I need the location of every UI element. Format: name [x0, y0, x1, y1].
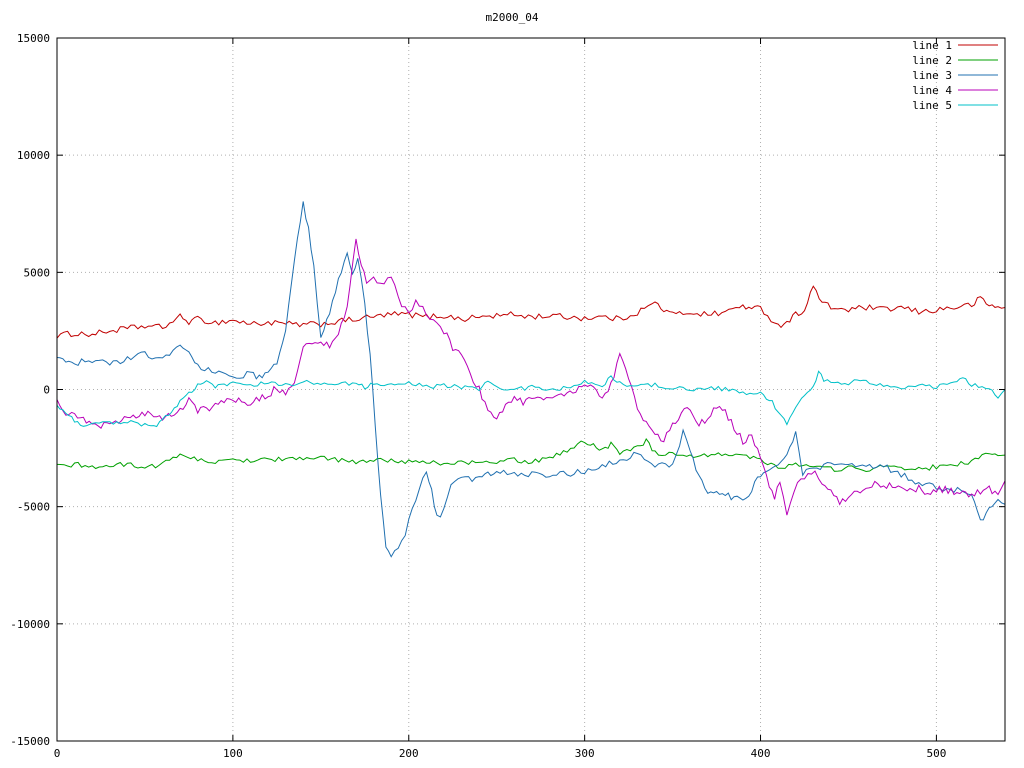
y-tick-label: 0 — [43, 384, 50, 397]
tick-marks — [56, 37, 1005, 742]
series-line-1 — [57, 285, 1005, 339]
series-line-5 — [57, 370, 1005, 428]
x-tick-label: 300 — [575, 747, 595, 760]
plot-frame — [56, 37, 1006, 742]
y-tick-label: 10000 — [17, 149, 50, 162]
x-tick-label: 100 — [223, 747, 243, 760]
legend-label: line 1 — [912, 39, 952, 52]
y-tick-label: 5000 — [24, 266, 51, 279]
legend-label: line 2 — [912, 54, 952, 67]
series-group — [57, 201, 1005, 558]
legend-label: line 3 — [912, 69, 952, 82]
x-tick-label: 200 — [399, 747, 419, 760]
y-tick-label: -15000 — [10, 735, 50, 748]
x-tick-label: 500 — [926, 747, 946, 760]
x-tick-label: 400 — [751, 747, 771, 760]
series-line-4 — [57, 238, 1005, 516]
y-tick-label: -5000 — [17, 501, 50, 514]
legend: line 1 line 2 line 3 line 4 line 5 — [912, 39, 998, 112]
y-tick-label: 15000 — [17, 32, 50, 45]
series-line-3 — [57, 201, 1005, 558]
tick-labels: -15000 -10000 -5000 0 5000 10000 15000 0 100 200 3… — [10, 32, 946, 760]
legend-label: line 5 — [912, 99, 952, 112]
legend-label: line 4 — [912, 84, 952, 97]
series-line-2 — [57, 438, 1005, 473]
grid — [56, 37, 1005, 742]
y-tick-label: -10000 — [10, 618, 50, 631]
x-tick-label: 0 — [54, 747, 61, 760]
chart-title: m2000_04 — [485, 11, 539, 24]
